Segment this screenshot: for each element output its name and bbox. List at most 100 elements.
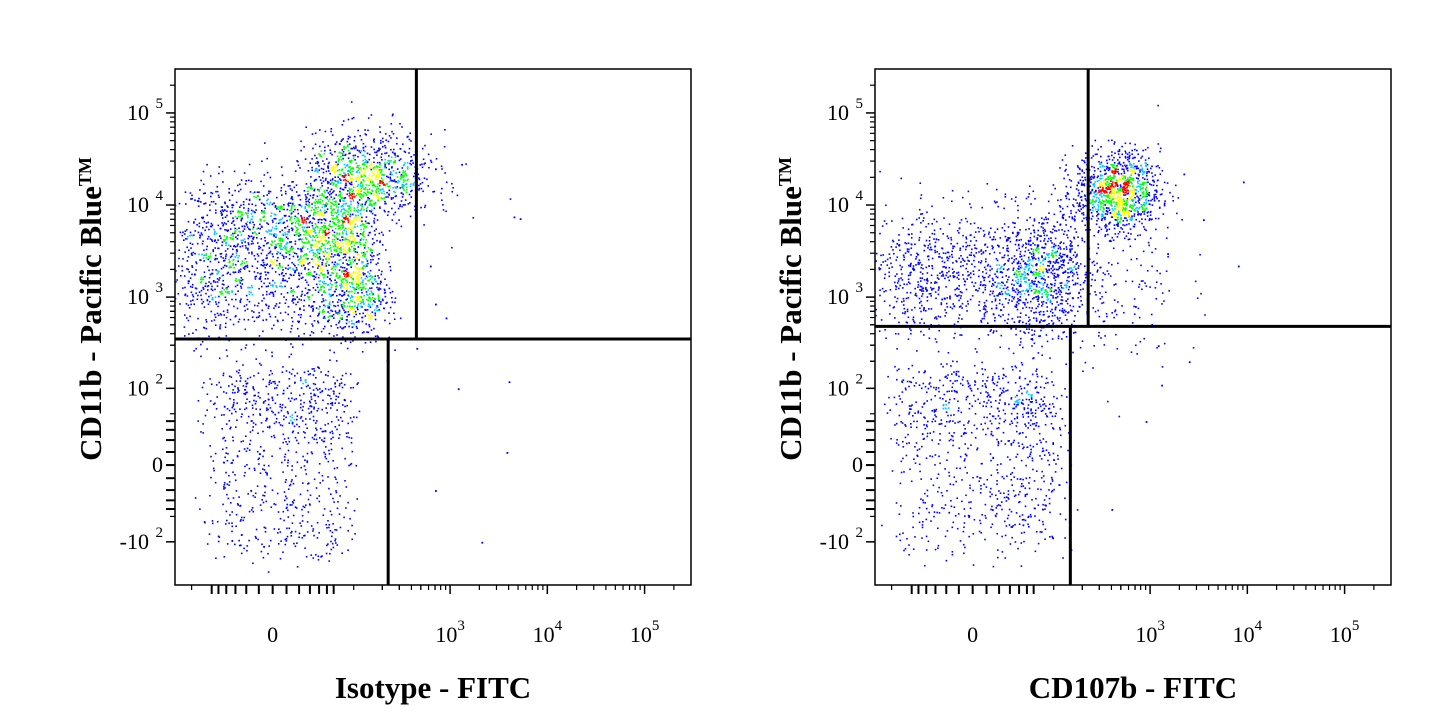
- event-point: [216, 273, 218, 275]
- event-point: [235, 298, 237, 301]
- event-point: [958, 306, 961, 308]
- event-point: [313, 406, 315, 409]
- event-point: [278, 264, 281, 267]
- event-point: [347, 149, 350, 152]
- event-point: [331, 238, 334, 241]
- event-point: [377, 176, 380, 178]
- event-point: [926, 400, 928, 402]
- event-point: [349, 297, 352, 299]
- event-point: [260, 180, 262, 183]
- event-point: [292, 302, 295, 304]
- event-point: [375, 340, 377, 343]
- event-point: [186, 238, 188, 241]
- event-point: [351, 450, 354, 453]
- event-point: [353, 147, 356, 150]
- event-point: [176, 279, 178, 281]
- event-point: [367, 299, 369, 302]
- event-point: [273, 213, 275, 216]
- event-point: [999, 492, 1002, 494]
- event-point: [371, 209, 373, 211]
- event-point: [290, 287, 292, 289]
- outlier-point: [513, 216, 516, 219]
- event-point: [1053, 395, 1055, 398]
- event-point: [1042, 447, 1044, 450]
- event-point: [247, 249, 249, 251]
- event-point: [884, 329, 886, 331]
- event-point: [331, 542, 334, 545]
- event-point: [1048, 489, 1050, 491]
- event-point: [895, 259, 898, 261]
- event-point: [217, 224, 220, 227]
- event-point: [330, 448, 333, 451]
- event-point: [322, 479, 324, 482]
- event-point: [348, 271, 350, 274]
- event-point: [328, 395, 331, 397]
- event-point: [269, 265, 271, 268]
- event-point: [1008, 347, 1010, 350]
- event-point: [356, 242, 359, 244]
- event-point: [250, 235, 253, 238]
- event-point: [335, 398, 337, 401]
- event-point: [376, 154, 378, 156]
- event-point: [383, 190, 385, 193]
- event-point: [348, 207, 350, 210]
- event-point: [324, 252, 326, 254]
- event-point: [280, 166, 283, 168]
- event-point: [319, 248, 322, 250]
- event-point: [430, 159, 432, 162]
- event-point: [260, 202, 263, 204]
- event-point: [260, 272, 262, 275]
- event-point: [289, 483, 292, 486]
- event-point: [227, 303, 230, 306]
- event-point: [266, 194, 268, 196]
- event-point: [332, 214, 335, 217]
- event-point: [222, 210, 224, 213]
- event-point: [216, 258, 218, 260]
- event-point: [284, 234, 287, 236]
- event-point: [303, 230, 306, 233]
- event-point: [353, 193, 355, 195]
- event-point: [328, 319, 330, 321]
- event-point: [302, 276, 304, 279]
- event-point: [316, 169, 318, 172]
- event-point: [365, 222, 368, 224]
- event-point: [352, 170, 354, 173]
- event-point: [261, 160, 263, 163]
- event-point: [312, 260, 314, 263]
- event-point: [1063, 213, 1065, 216]
- y-axis-title: CD11b - Pacific BlueTM: [73, 157, 108, 461]
- event-point: [401, 174, 404, 177]
- event-point: [236, 245, 239, 247]
- event-point: [259, 223, 261, 226]
- event-point: [295, 267, 298, 269]
- event-point: [367, 289, 369, 291]
- event-point: [875, 260, 877, 262]
- event-point: [321, 200, 324, 202]
- event-point: [366, 331, 368, 333]
- event-point: [373, 309, 376, 311]
- event-point: [343, 516, 345, 519]
- event-point: [314, 276, 317, 279]
- event-point: [395, 222, 398, 225]
- event-point: [202, 217, 204, 220]
- event-point: [344, 186, 347, 189]
- event-point: [222, 448, 224, 451]
- event-point: [910, 332, 912, 335]
- event-point: [218, 196, 220, 199]
- event-point: [312, 530, 314, 532]
- event-point: [211, 240, 214, 242]
- event-point: [344, 326, 346, 328]
- event-point: [357, 189, 359, 192]
- event-point: [405, 183, 408, 185]
- event-point: [314, 154, 316, 157]
- event-point: [327, 520, 329, 522]
- event-point: [221, 287, 224, 289]
- event-point: [340, 304, 343, 306]
- event-point: [366, 152, 369, 155]
- event-point: [236, 419, 238, 421]
- event-point: [985, 517, 987, 519]
- event-point: [304, 279, 307, 281]
- event-point: [250, 291, 252, 294]
- event-point: [320, 182, 323, 185]
- event-point: [378, 289, 380, 291]
